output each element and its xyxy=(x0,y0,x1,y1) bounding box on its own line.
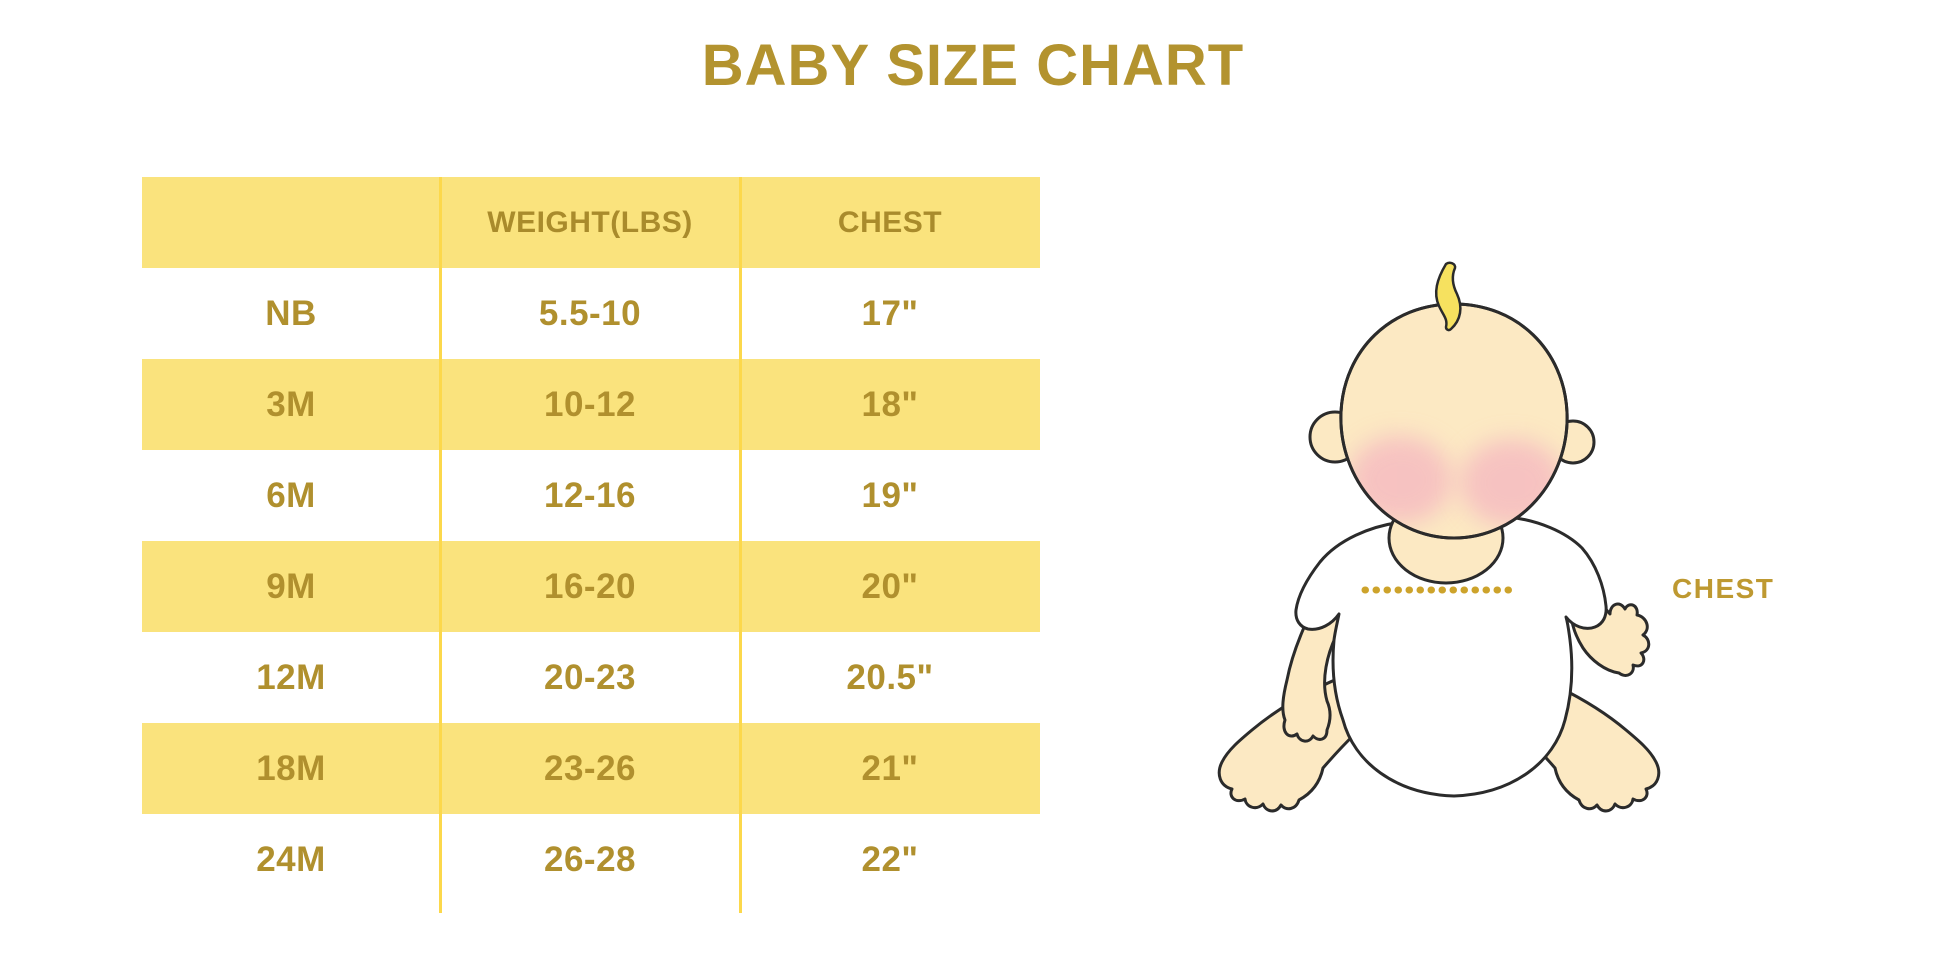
weight-cell: 12-16 xyxy=(543,475,637,515)
weight-cell: 10-12 xyxy=(543,384,637,424)
chest-label: CHEST xyxy=(1672,573,1775,604)
page-title: BABY SIZE CHART xyxy=(701,33,1245,98)
table-header-row: WEIGHT(LBS) CHEST xyxy=(142,177,1040,268)
weight-cell: 16-20 xyxy=(543,566,637,606)
size-cell: 18M xyxy=(256,748,326,788)
table-row: 9M 16-20 20" xyxy=(142,541,1040,632)
size-cell: 9M xyxy=(266,566,316,606)
size-table: WEIGHT(LBS) CHEST NB 5.5-10 17" 3M 10-12… xyxy=(142,177,1040,913)
baby-illustration xyxy=(1140,240,1780,840)
table-row: 12M 20-23 20.5" xyxy=(142,632,1040,723)
table-row: 24M 26-28 22" xyxy=(142,814,1040,905)
baby-svg xyxy=(1217,261,1661,813)
chest-cell: 20" xyxy=(861,566,919,606)
chest-cell: 17" xyxy=(861,293,919,333)
chest-cell: 22" xyxy=(861,839,919,879)
header-size-cell xyxy=(142,177,440,268)
size-cell: 3M xyxy=(266,384,316,424)
table-row: 3M 10-12 18" xyxy=(142,359,1040,450)
size-cell: NB xyxy=(265,293,317,333)
chest-cell: 18" xyxy=(861,384,919,424)
header-chest-cell: CHEST xyxy=(837,205,943,239)
column-divider xyxy=(439,177,442,913)
weight-cell: 26-28 xyxy=(543,839,637,879)
baby-body xyxy=(1294,514,1608,798)
column-divider xyxy=(739,177,742,913)
baby-hair xyxy=(1434,261,1462,332)
chest-cell: 21" xyxy=(861,748,919,788)
chest-cell: 20.5" xyxy=(846,657,934,697)
table-row: NB 5.5-10 17" xyxy=(142,268,1040,359)
weight-cell: 5.5-10 xyxy=(538,293,642,333)
size-cell: 12M xyxy=(256,657,326,697)
weight-cell: 20-23 xyxy=(543,657,637,697)
chest-cell: 19" xyxy=(861,475,919,515)
header-weight-cell: WEIGHT(LBS) xyxy=(487,205,693,239)
weight-cell: 23-26 xyxy=(543,748,637,788)
table-row: 6M 12-16 19" xyxy=(142,450,1040,541)
size-cell: 6M xyxy=(266,475,316,515)
size-cell: 24M xyxy=(256,839,326,879)
table-row: 18M 23-26 21" xyxy=(142,723,1040,814)
